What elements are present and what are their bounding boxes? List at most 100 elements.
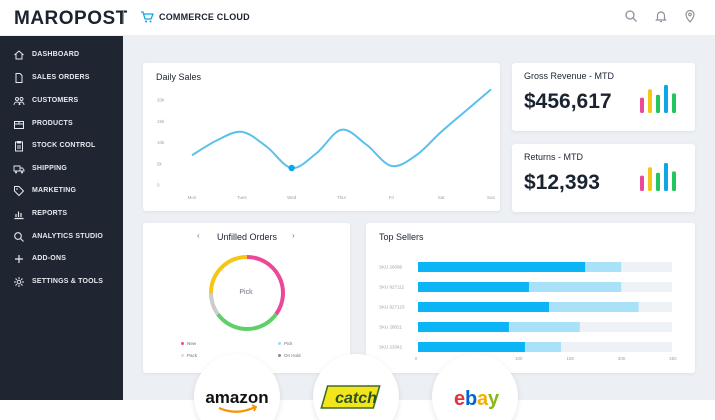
returns-title: Returns - MTD xyxy=(524,152,584,162)
plus-icon xyxy=(15,255,23,263)
gross-revenue-card: Gross Revenue - MTD $456,617 xyxy=(512,63,695,131)
legend-label: New xyxy=(187,341,197,346)
donut-slice[interactable] xyxy=(209,292,220,316)
tag-icon xyxy=(14,186,25,197)
sidebar-item-sales-orders[interactable]: SALES ORDERS xyxy=(0,68,123,88)
ebay-logo: e b a y xyxy=(454,388,500,410)
sidebar-item-label: SHIPPING xyxy=(32,165,68,172)
bar-primary[interactable] xyxy=(418,322,509,332)
sidebar-item-products[interactable]: PRODUCTS xyxy=(0,114,123,134)
y-tick-label: 0 xyxy=(157,183,160,188)
x-tick-label: Tues xyxy=(237,195,248,200)
spark-bar xyxy=(640,97,644,113)
sidebar-item-reports[interactable]: REPORTS xyxy=(0,204,123,224)
sku-label: SKU 927123 xyxy=(379,305,405,310)
document-icon xyxy=(15,73,23,83)
legend-item-on-hold: On Hold xyxy=(278,353,301,358)
svg-text:e: e xyxy=(454,388,465,410)
sidebar-item-customers[interactable]: CUSTOMERS xyxy=(0,91,123,111)
bell-icon[interactable] xyxy=(654,9,668,23)
y-tick-label: 15k xyxy=(157,119,165,124)
spark-bar xyxy=(672,171,676,191)
sku-label: SKU 927112 xyxy=(379,285,405,290)
top-sellers-title: Top Sellers xyxy=(379,232,424,242)
legend-item-pack: Pack xyxy=(181,353,197,358)
svg-text:amazon: amazon xyxy=(205,388,268,407)
legend-item-pick: Pick xyxy=(278,341,293,346)
home-icon xyxy=(14,50,24,60)
y-tick-label: 10k xyxy=(157,140,165,145)
spark-bar xyxy=(664,85,668,113)
dashboard-main: Daily Sales 0 5k 10k 15k 20k Mon Tues Wed Thur Fr… xyxy=(123,36,715,400)
catch-logo-badge[interactable]: catch xyxy=(313,354,399,420)
spark-bar xyxy=(640,175,644,191)
daily-sales-card: Daily Sales 0 5k 10k 15k 20k Mon Tues Wed Thur Fr… xyxy=(143,63,500,211)
legend-label: Pack xyxy=(187,353,198,358)
top-sellers-chart: SKU 26098 SKU 927112 SKU 927123 SKU 28021 SK… xyxy=(379,262,677,361)
sidebar-item-settings-tools[interactable]: SETTINGS & TOOLS xyxy=(0,272,123,292)
svg-text:a: a xyxy=(477,388,489,410)
location-pin-icon[interactable] xyxy=(683,9,697,23)
legend-item-new: New xyxy=(181,341,196,346)
returns-sparkbars xyxy=(640,163,676,191)
clipboard-icon xyxy=(15,141,23,152)
legend-label: Pick xyxy=(284,341,293,346)
sidebar-item-label: STOCK CONTROL xyxy=(32,142,96,149)
sidebar-item-analytics-studio[interactable]: ANALYTICS STUDIO xyxy=(0,227,123,247)
sidebar-item-label: REPORTS xyxy=(32,210,68,217)
sidebar-item-label: ANALYTICS STUDIO xyxy=(32,233,104,240)
amazon-logo-badge[interactable]: amazon xyxy=(194,354,280,420)
top-sellers-card: Top Sellers SKU 26098 SKU 927112 SKU 92712… xyxy=(366,223,695,373)
x-tick-label: 0 xyxy=(415,356,418,361)
x-tick-label: 250 xyxy=(669,356,677,361)
bar-primary[interactable] xyxy=(418,302,550,312)
bar-primary[interactable] xyxy=(418,342,525,352)
donut-slice[interactable] xyxy=(216,312,278,331)
sidebar: DASHBOARD SALES ORDERS CUSTOMERS PRODUCT… xyxy=(0,36,123,400)
sidebar-item-label: SALES ORDERS xyxy=(32,74,90,81)
header-divider xyxy=(123,10,124,24)
sidebar-item-marketing[interactable]: MARKETING xyxy=(0,181,123,201)
highlight-point[interactable] xyxy=(288,164,295,172)
sidebar-item-dashboard[interactable]: DASHBOARD xyxy=(0,45,123,65)
prev-arrow[interactable]: ‹ xyxy=(197,231,200,240)
unfilled-orders-card: ‹ Unfilled Orders › Pick New Pick Pack O… xyxy=(143,223,350,373)
bar-primary[interactable] xyxy=(418,282,529,292)
catch-logo: catch xyxy=(320,385,381,409)
sku-label: SKU 23342 xyxy=(379,345,403,350)
legend-dot xyxy=(181,354,184,357)
sidebar-item-shipping[interactable]: SHIPPING xyxy=(0,159,123,179)
bar-primary[interactable] xyxy=(418,262,586,272)
x-tick-label: Sat xyxy=(438,195,446,200)
x-tick-label: Thur xyxy=(337,195,347,200)
sku-label: SKU 26098 xyxy=(379,265,403,270)
sidebar-item-label: CUSTOMERS xyxy=(32,97,79,104)
legend-dot xyxy=(278,354,281,357)
spark-bar xyxy=(656,94,660,113)
maropost-logo[interactable]: MAROPOST xyxy=(14,8,128,29)
x-tick-label: Fri xyxy=(389,195,394,200)
ebay-logo-badge[interactable]: e b a y xyxy=(432,354,518,420)
gross-revenue-title: Gross Revenue - MTD xyxy=(524,71,615,81)
donut-slice[interactable] xyxy=(246,255,285,316)
sidebar-item-label: SETTINGS & TOOLS xyxy=(32,278,104,285)
donut-slice[interactable] xyxy=(209,255,248,294)
sidebar-item-label: PRODUCTS xyxy=(32,120,73,127)
cart-icon xyxy=(141,11,154,23)
magnifier-icon xyxy=(14,232,24,242)
y-tick-label: 5k xyxy=(157,161,163,166)
x-tick-label: 100 xyxy=(515,356,523,361)
daily-sales-line xyxy=(191,88,492,170)
gross-revenue-sparkbars xyxy=(640,85,676,113)
box-icon xyxy=(14,121,24,129)
x-tick-label: 200 xyxy=(618,356,626,361)
search-icon[interactable] xyxy=(624,9,638,23)
spark-bar xyxy=(672,93,676,113)
spark-bar xyxy=(648,89,652,113)
gross-revenue-value: $456,617 xyxy=(524,90,612,113)
spark-bar xyxy=(656,172,660,191)
sidebar-item-add-ons[interactable]: ADD-ONS xyxy=(0,249,123,269)
sidebar-item-stock-control[interactable]: STOCK CONTROL xyxy=(0,136,123,156)
returns-value: $12,393 xyxy=(524,171,600,194)
next-arrow[interactable]: › xyxy=(292,231,295,240)
